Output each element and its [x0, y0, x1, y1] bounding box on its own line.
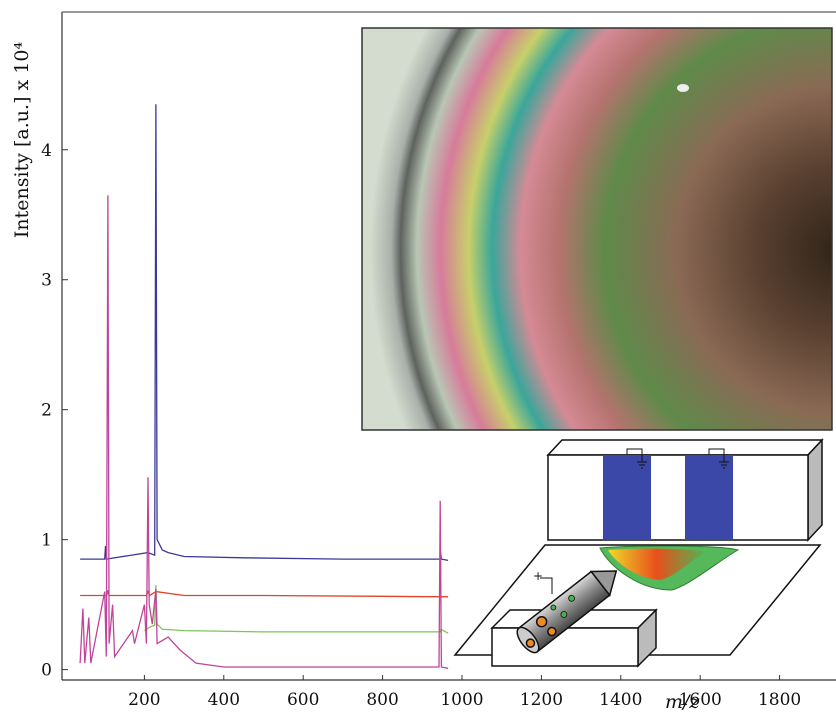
emitter-wire [540, 577, 553, 594]
droplet-inner [608, 548, 705, 580]
y-axis-label: Intensity [a.u.] x 10⁴ [11, 42, 33, 239]
electrode-side [807, 438, 823, 542]
x-tick-label: 600 [287, 690, 319, 710]
y-tick-label: 4 [41, 141, 52, 161]
photo-speck [677, 84, 689, 92]
ground-2 [708, 448, 729, 469]
y-tick-label: 1 [41, 531, 52, 551]
x-tick-label: 1000 [440, 690, 483, 710]
x-axis-label: m/z [665, 691, 700, 713]
base-block [491, 627, 639, 667]
polarity-label: + [533, 569, 543, 583]
x-tick-label: 1400 [599, 690, 642, 710]
plot: 0 1 2 3 4 200 400 600 800 1000 1200 1400 1600 1800 [41, 104, 801, 710]
x-tick-label: 800 [366, 690, 398, 710]
x-tick-label: 1800 [758, 690, 801, 710]
electrode-2 [685, 455, 733, 540]
spectrum-line [144, 585, 449, 634]
y-tick-label: 2 [41, 401, 52, 421]
electrode-1 [603, 455, 651, 540]
y-tick-label: 3 [41, 271, 52, 291]
x-tick-label: 1600 [679, 690, 722, 710]
y-tick-label: 0 [41, 661, 52, 681]
electrode-block [547, 454, 809, 541]
electrode-top [546, 439, 824, 456]
axes-frame [61, 11, 836, 681]
x-tick-label: 1200 [520, 690, 563, 710]
schematic [453, 438, 824, 668]
ground-1 [626, 448, 647, 469]
emitter [516, 570, 618, 654]
x-tick-label: 400 [208, 690, 240, 710]
spectrum-line [80, 589, 449, 598]
spectrum-line [79, 195, 449, 669]
x-tick-label: 200 [128, 690, 160, 710]
inset-photo [361, 27, 833, 431]
